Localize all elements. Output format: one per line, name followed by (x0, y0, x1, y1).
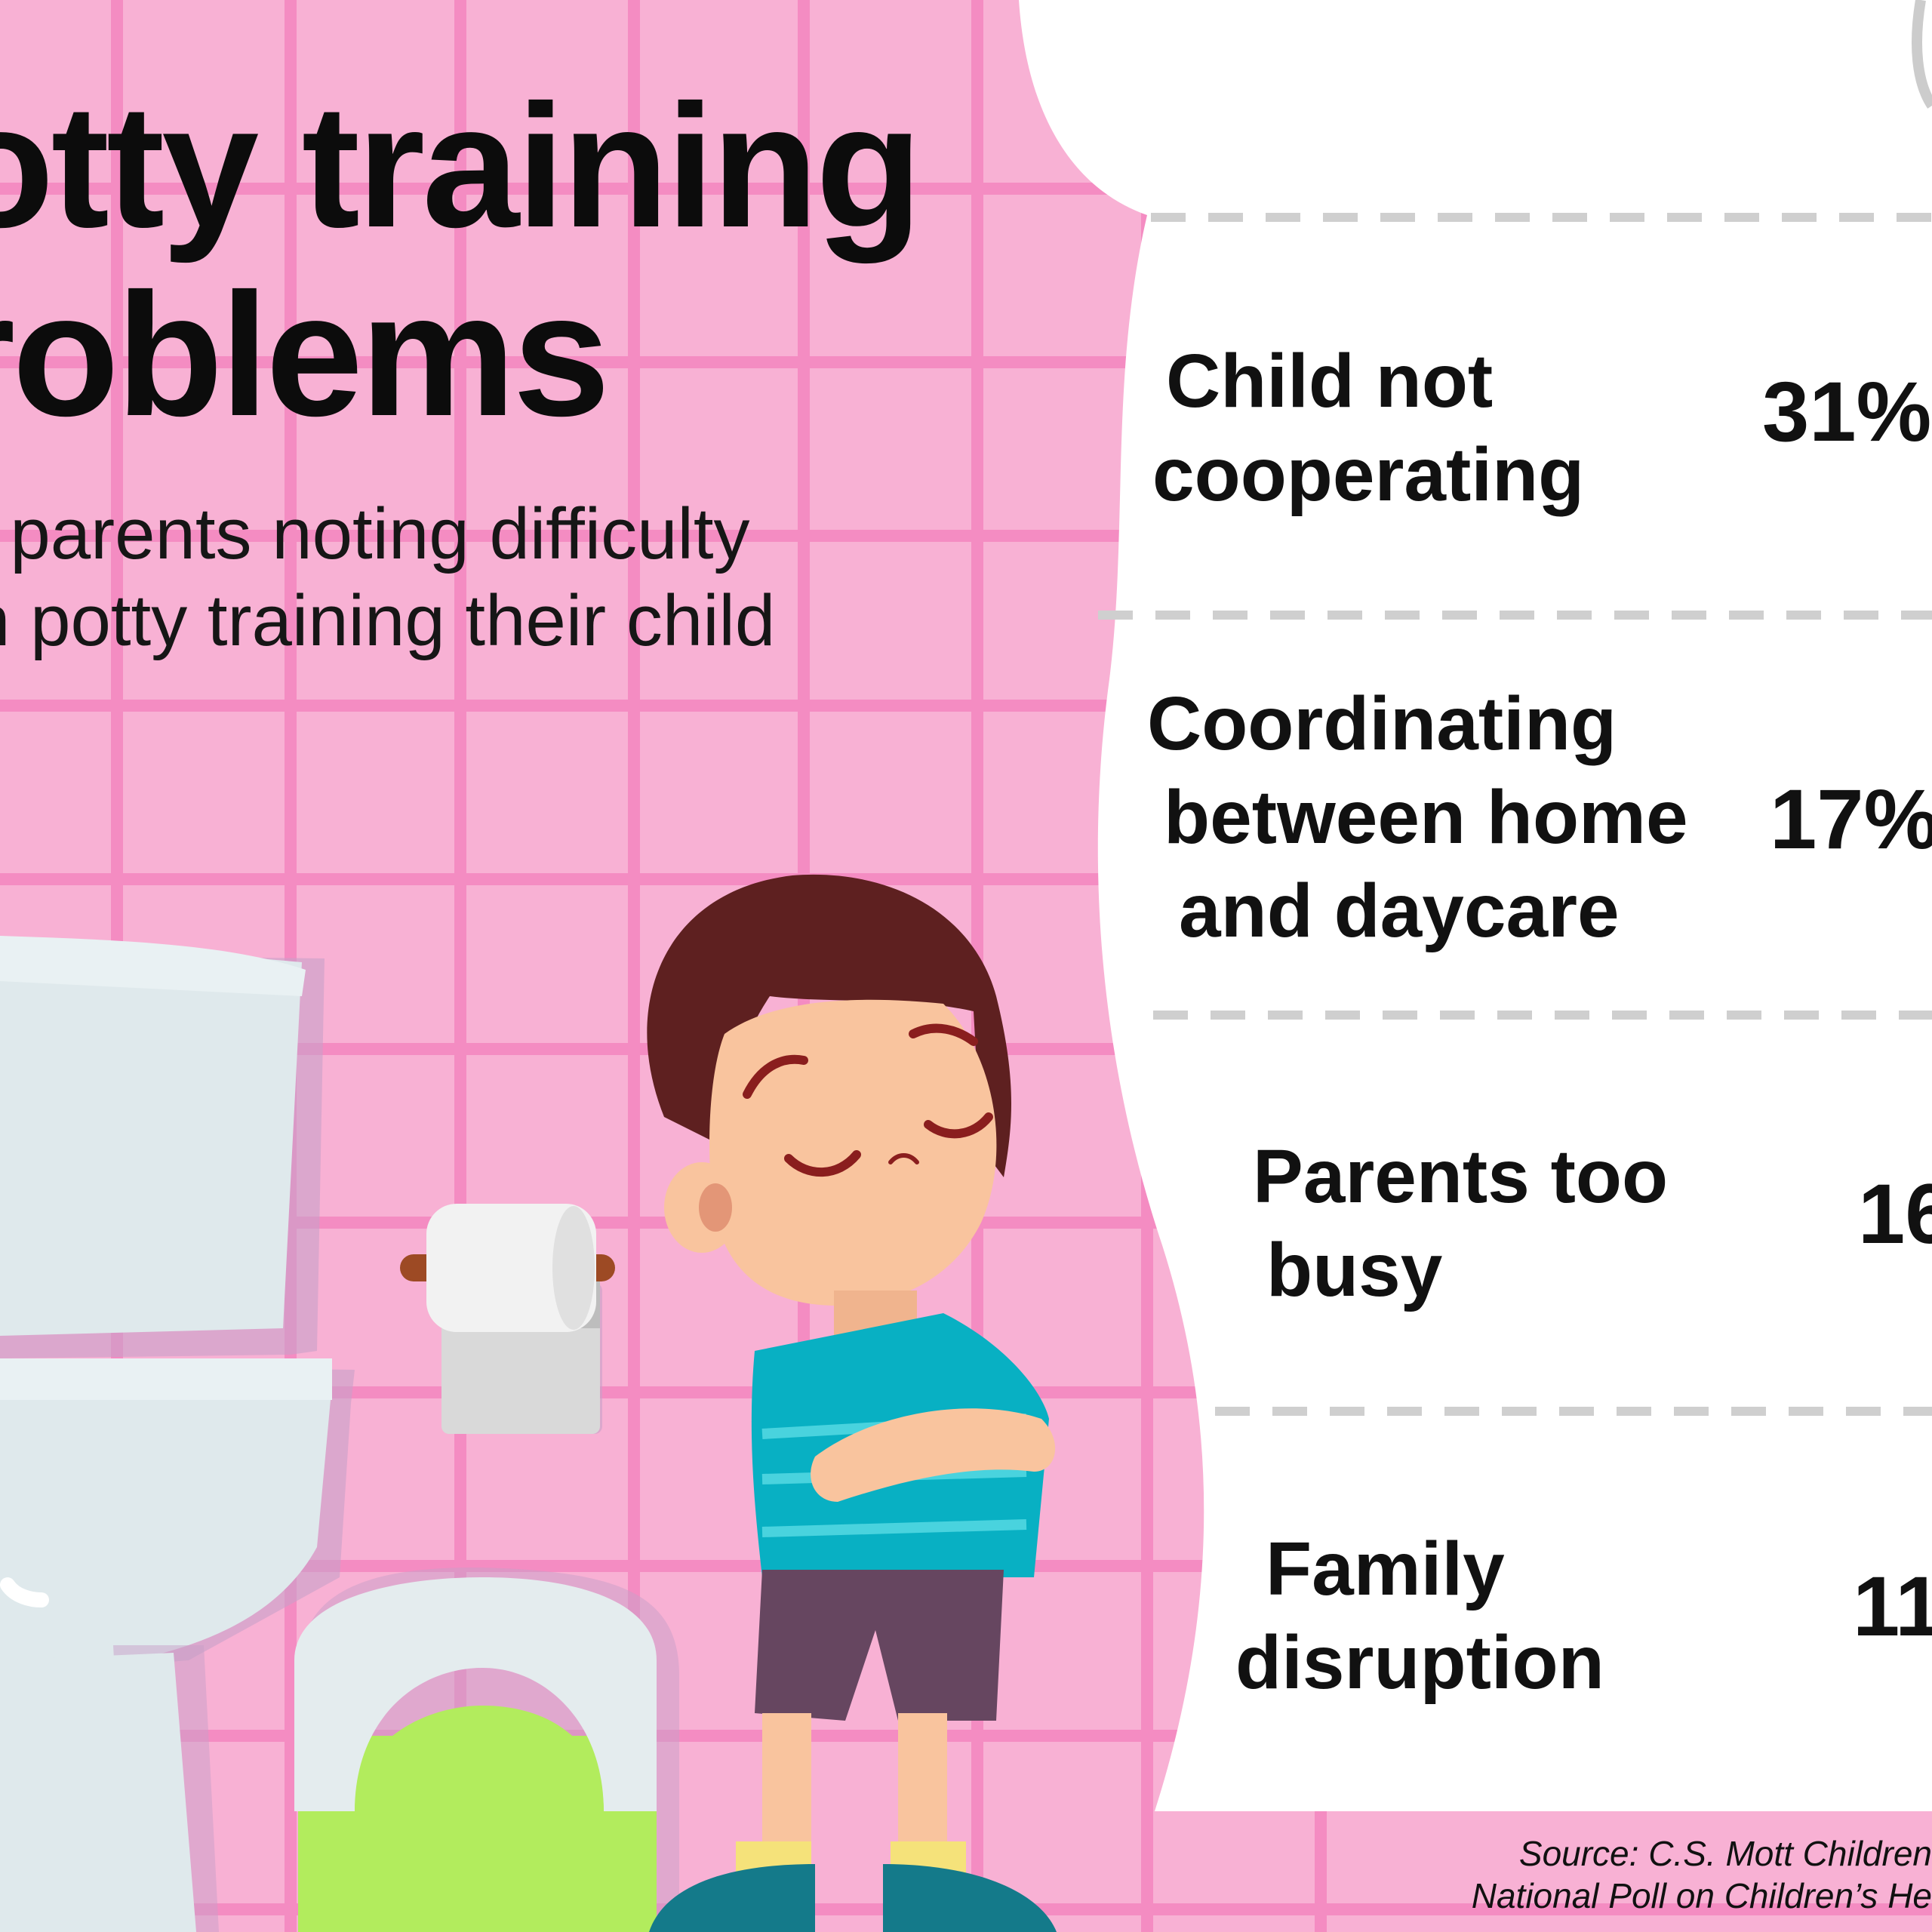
subtitle-line-2: n potty training their child (0, 580, 776, 661)
problem-label: busy (1266, 1228, 1443, 1312)
source-line-2: National Poll on Children’s He (1471, 1876, 1932, 1915)
panel-dividers (1098, 213, 1932, 1416)
problem-label: and daycare (1179, 869, 1620, 953)
problem-label: Parents too (1253, 1134, 1669, 1219)
problem-label: Family (1266, 1527, 1505, 1611)
potty-chair-illustration (294, 1567, 679, 1932)
problem-percent: 16 (1858, 1167, 1932, 1261)
toilet-paper-icon (400, 1204, 615, 1434)
problem-percent: 31% (1762, 365, 1932, 459)
problem-label: Coordinating (1147, 681, 1617, 766)
problem-label: cooperating (1152, 432, 1585, 517)
boy-illustration (647, 874, 1057, 1932)
problem-percent: 17% (1770, 772, 1932, 866)
toilet-illustration (0, 936, 355, 1932)
problem-label: Child not (1166, 339, 1494, 423)
source-line-1: Source: C.S. Mott Children (1518, 1834, 1932, 1873)
paper-roll-edge (1912, 0, 1932, 109)
page-title-line-1: otty training (0, 69, 922, 264)
results-panel (1019, 0, 1932, 1811)
subtitle-line-1: f parents noting difficulty (0, 494, 750, 574)
page-title-line-2: roblems (0, 257, 611, 453)
problem-label: between home (1164, 775, 1688, 860)
problem-percent: 11 (1853, 1559, 1932, 1654)
problem-label: disruption (1235, 1620, 1604, 1705)
